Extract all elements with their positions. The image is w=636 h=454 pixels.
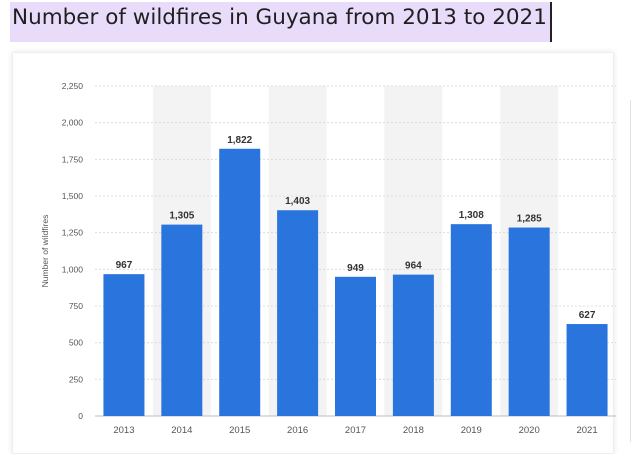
y-tick-label: 2,250 [62, 81, 84, 91]
bar[interactable] [566, 324, 608, 416]
data-label: 1,308 [459, 210, 484, 221]
y-tick-label: 250 [69, 374, 83, 384]
data-label: 964 [405, 261, 422, 272]
x-tick-label: 2020 [519, 425, 540, 436]
x-tick-label: 2016 [287, 425, 308, 436]
bar[interactable] [161, 224, 203, 416]
y-tick-label: 0 [78, 411, 83, 421]
bar[interactable] [277, 210, 319, 416]
bar[interactable] [103, 274, 145, 416]
title-highlight: Number of wildfires in Guyana from 2013 … [10, 2, 552, 42]
data-label: 627 [579, 310, 596, 321]
bar[interactable] [392, 274, 434, 416]
data-label: 949 [347, 263, 364, 274]
data-label: 1,403 [285, 196, 310, 207]
bar[interactable] [335, 276, 376, 416]
bars: 967 1,305 1,822 1,403 949 964 1,308 1,285 627 [103, 135, 608, 417]
y-tick-label: 1,500 [62, 191, 84, 201]
x-tick-label: 2019 [461, 425, 482, 436]
page-right-edge [630, 100, 636, 442]
x-tick-label: 2013 [113, 425, 134, 436]
y-axis-ticks: 0 250 500 750 1,000 1,250 1,500 1,750 2,000 2,250 [62, 81, 84, 421]
bar[interactable] [508, 227, 550, 416]
y-tick-label: 750 [69, 301, 83, 311]
y-tick-label: 500 [69, 338, 83, 348]
x-tick-label: 2017 [345, 425, 366, 436]
x-tick-label: 2018 [403, 425, 424, 436]
data-label: 967 [116, 260, 133, 271]
x-axis-ticks: 2013 2014 2015 2016 2017 2018 2019 2020 2021 [113, 425, 597, 436]
x-tick-label: 2015 [229, 425, 250, 436]
data-label: 1,285 [517, 214, 542, 225]
page-title: Number of wildfires in Guyana from 2013 … [12, 5, 547, 30]
x-tick-label: 2014 [171, 425, 192, 436]
bar-chart: 0 250 500 750 1,000 1,250 1,500 1,750 2,000 2,250… [40, 81, 616, 436]
y-axis-title: Number of wildfires [40, 215, 50, 288]
y-tick-label: 2,000 [62, 118, 84, 128]
x-tick-label: 2021 [576, 425, 597, 436]
bar[interactable] [219, 148, 261, 417]
data-label: 1,305 [169, 211, 194, 222]
data-label: 1,822 [227, 135, 252, 146]
y-tick-label: 1,750 [62, 154, 84, 164]
bar[interactable] [450, 224, 492, 416]
y-tick-label: 1,250 [62, 228, 84, 238]
y-tick-label: 1,000 [62, 264, 84, 274]
